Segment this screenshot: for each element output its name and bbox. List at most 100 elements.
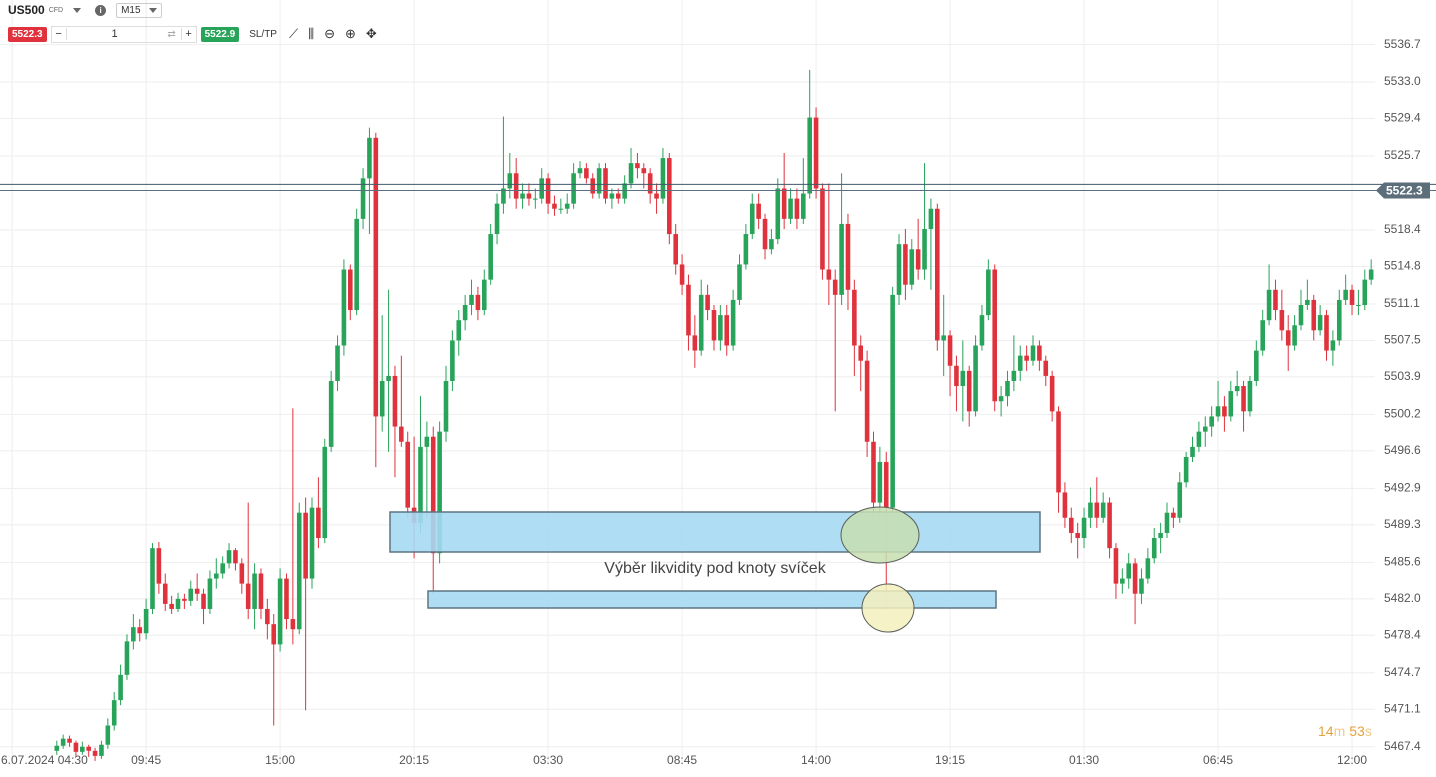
drawings[interactable]: Výběr likvidity pod knoty svíček xyxy=(389,506,1041,633)
candle-body xyxy=(1132,563,1138,594)
candle-body xyxy=(718,315,723,341)
decrease-button[interactable]: − xyxy=(52,28,67,40)
candle-body xyxy=(245,583,251,609)
candle-body xyxy=(1043,360,1049,376)
y-tick-label: 5485.6 xyxy=(1384,555,1421,569)
y-tick-label: 5467.4 xyxy=(1384,739,1421,753)
candle-body xyxy=(265,608,270,625)
candle-body xyxy=(111,700,117,726)
candle-body xyxy=(1234,386,1240,392)
candle-body xyxy=(399,426,404,442)
candle-body xyxy=(781,188,787,219)
candle-body xyxy=(1005,380,1010,397)
candle-body xyxy=(832,279,838,295)
x-tick-label: 14:00 xyxy=(801,753,831,767)
candle-body xyxy=(1202,426,1208,432)
zoom-out-icon[interactable]: ⊖ xyxy=(324,26,335,41)
candle-body xyxy=(571,173,576,204)
sltp-button[interactable]: SL/TP xyxy=(249,28,277,40)
candle-body xyxy=(328,380,334,447)
candle-body xyxy=(1024,355,1029,361)
x-tick-label: 20:15 xyxy=(399,753,429,767)
candle-body xyxy=(622,183,627,199)
candle-body xyxy=(150,548,155,609)
increase-button[interactable]: + xyxy=(180,28,196,40)
candle-body xyxy=(322,446,328,539)
liquidity-zone-lower[interactable] xyxy=(427,590,997,609)
y-tick-label: 5478.4 xyxy=(1384,627,1421,641)
candle-body xyxy=(1343,289,1348,300)
quantity-input[interactable]: 1 xyxy=(111,28,118,40)
zoom-in-icon[interactable]: ⊕ xyxy=(344,26,356,41)
countdown-minutes: 14m 53s xyxy=(1318,723,1372,739)
timeframe-dropdown[interactable]: M15 xyxy=(116,2,162,18)
y-tick-label: 5496.6 xyxy=(1384,443,1421,457)
candle-body xyxy=(1183,456,1189,483)
x-tick-label: 6.07.2024 04:30 xyxy=(1,753,88,767)
liquidity-zone-upper[interactable] xyxy=(389,511,1041,553)
candle-body xyxy=(1017,355,1023,371)
candle-body xyxy=(214,573,219,579)
candle-body xyxy=(1292,325,1297,346)
y-tick-label: 5529.4 xyxy=(1384,111,1421,125)
x-tick-label: 09:45 xyxy=(131,753,161,767)
line-chart-icon[interactable]: ⟋ xyxy=(288,26,299,41)
price-badge-label: 5522.3 xyxy=(1386,184,1423,198)
highlight-ellipse[interactable] xyxy=(861,583,915,633)
candle-body xyxy=(284,578,289,620)
symbol-dropdown[interactable] xyxy=(73,7,82,13)
candle-body xyxy=(1215,406,1221,417)
x-tick-label: 19:15 xyxy=(935,753,965,767)
candle-body xyxy=(852,289,857,346)
candle-body xyxy=(686,284,691,336)
candle-chart-icon[interactable]: ⫼ xyxy=(308,26,315,41)
candle-body xyxy=(271,624,277,645)
x-tick-label: 08:45 xyxy=(667,753,697,767)
candle-body xyxy=(239,563,245,584)
candle-body xyxy=(507,173,513,189)
candle-body xyxy=(450,340,455,381)
candle-body xyxy=(775,188,781,240)
candle-body xyxy=(1158,532,1163,539)
y-tick-label: 5489.3 xyxy=(1384,517,1421,531)
candle-body xyxy=(143,608,149,634)
candle-body xyxy=(1081,517,1087,539)
y-tick-label: 5482.0 xyxy=(1384,591,1421,605)
candle-body xyxy=(1164,512,1170,533)
info-button[interactable]: i xyxy=(95,4,107,16)
candle-body xyxy=(86,746,91,751)
candle-body xyxy=(360,178,366,219)
candle-body xyxy=(1196,431,1202,447)
candle-body xyxy=(182,598,187,601)
candle-body xyxy=(973,345,978,412)
candle-body xyxy=(156,548,162,584)
candle-body xyxy=(1247,380,1253,412)
axes: 5536.7 5533.0 5529.4 5525.7 5518.4 5514.8 5511… xyxy=(1,37,1421,767)
candle-body xyxy=(105,725,111,745)
move-icon[interactable]: ✥ xyxy=(365,26,377,41)
candle-body xyxy=(405,441,411,508)
highlight-ellipse[interactable] xyxy=(840,506,920,564)
candle-body xyxy=(488,234,493,280)
countdown-seconds: 53 xyxy=(1349,723,1365,739)
candle-body xyxy=(801,193,806,219)
candle-body xyxy=(724,315,730,346)
buy-button[interactable]: 5522.9 xyxy=(200,26,240,42)
candle-body xyxy=(526,193,532,199)
candle-body xyxy=(743,234,749,265)
candle-body xyxy=(654,193,659,199)
candle-body xyxy=(290,619,296,630)
candle-body xyxy=(935,208,940,341)
candle-body xyxy=(794,198,800,219)
candle-body xyxy=(883,462,889,508)
symbol[interactable]: US500 xyxy=(8,3,45,17)
candle-body xyxy=(118,674,123,701)
candle-body xyxy=(737,264,742,300)
candle-body xyxy=(533,198,538,200)
candle-body xyxy=(539,178,545,199)
x-tick-label: 01:30 xyxy=(1069,753,1099,767)
swap-icon[interactable]: ⇄ xyxy=(167,28,176,40)
sell-button[interactable]: 5522.3 xyxy=(8,26,47,42)
candle-body xyxy=(896,244,902,295)
